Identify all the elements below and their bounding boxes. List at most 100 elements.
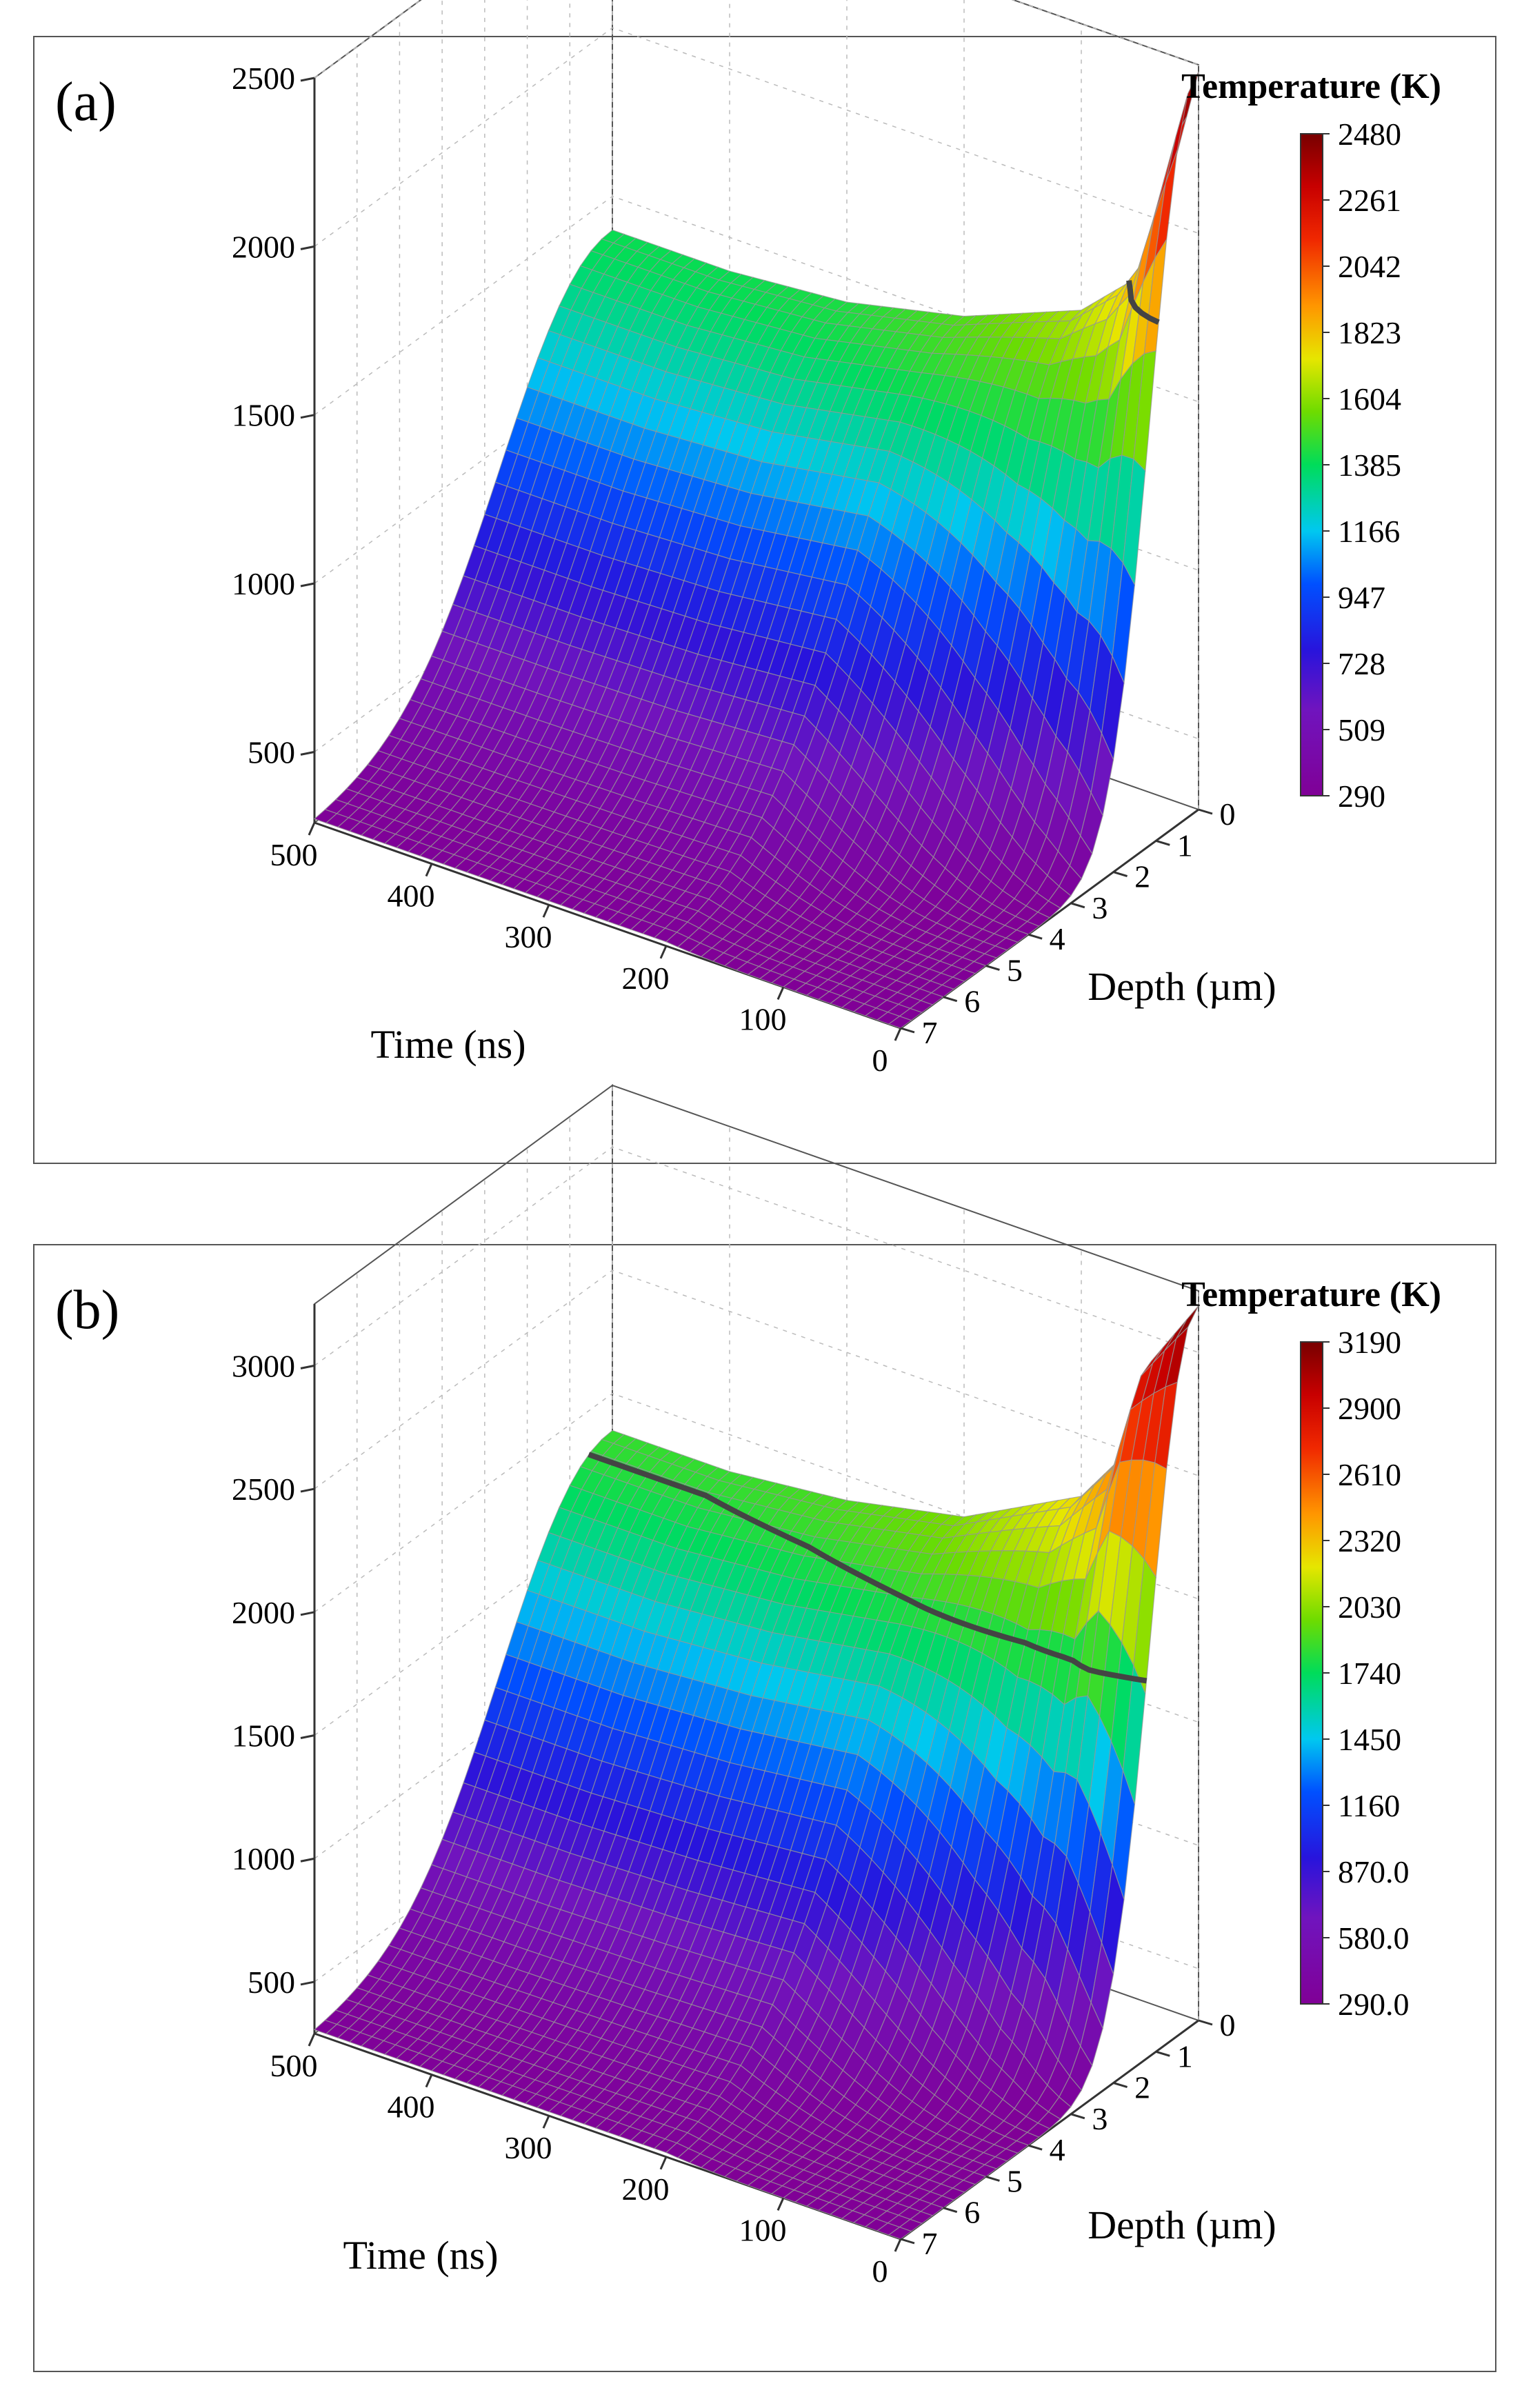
b-y-tick-label: 5 <box>1007 2163 1023 2198</box>
b-y-tick-label: 4 <box>1050 2132 1065 2167</box>
b-x-tick-label: 0 <box>872 2254 888 2289</box>
a-y-tick-label: 4 <box>1050 921 1065 956</box>
b-colorbar: Temperature (K) 3190 2900 2610 2320 2030 1740 1… <box>1181 1275 1441 2022</box>
b-colorbar-label: 1160 <box>1338 1788 1400 1823</box>
panel-a: 500 400 300 200 100 0 0 1 2 3 4 5 6 7 500 1000 1500 2000 2… <box>33 0 1496 1164</box>
panel-b: 500 400 300 200 100 0 0 1 2 3 4 5 6 7 500 1000 1500 2000 2… <box>33 1084 1496 2372</box>
b-y-tick-label: 7 <box>922 2226 938 2261</box>
b-y-tick-mark <box>1070 2113 1085 2120</box>
a-z-tick-label: 1000 <box>232 566 295 601</box>
a-z-tick-mark <box>300 414 315 419</box>
a-colorbar-label: 509 <box>1338 712 1385 748</box>
a-colorbar-title: Temperature (K) <box>1181 67 1441 106</box>
b-y-tick-label: 3 <box>1092 2101 1108 2136</box>
a-y-tick-mark <box>1155 839 1170 846</box>
a-x-tick-mark <box>894 1027 902 1041</box>
b-z-tick-label: 3000 <box>232 1348 295 1383</box>
b-y-tick-mark <box>985 2175 1000 2182</box>
b-panel-label: (b) <box>55 1280 119 1341</box>
a-colorbar-label: 2480 <box>1338 117 1401 152</box>
b-x-axis-title: Time (ns) <box>343 2233 498 2278</box>
b-z-tick-label: 500 <box>248 1965 295 2000</box>
a-x-tick-mark <box>308 822 316 836</box>
b-y-tick-mark <box>1028 2144 1043 2151</box>
b-z-tick-mark <box>300 1611 315 1616</box>
a-y-tick-mark <box>1113 871 1128 878</box>
a-surface-patch <box>1165 93 1189 183</box>
b-y-tick-mark <box>943 2207 958 2214</box>
b-colorbar-label: 2030 <box>1338 1589 1401 1625</box>
a-y-tick-label: 5 <box>1007 952 1023 987</box>
b-x-tick-mark <box>425 2074 433 2088</box>
a-y-tick-mark <box>943 996 958 1003</box>
surface-plot-a: 5004003002001000012345675001000150020002… <box>55 0 1441 1078</box>
a-y-tick-label: 7 <box>922 1015 938 1050</box>
a-z-tick-label: 1500 <box>232 398 295 433</box>
a-colorbar-label: 728 <box>1338 646 1385 681</box>
b-z-tick-label: 1000 <box>232 1841 295 1876</box>
b-z-tick-mark <box>300 1487 315 1493</box>
b-y-tick-mark <box>1113 2082 1128 2089</box>
a-colorbar-label: 1604 <box>1338 381 1401 417</box>
b-x-tick-mark <box>308 2033 316 2047</box>
a-x-axis-title: Time (ns) <box>370 1022 525 1067</box>
a-panel-label: (a) <box>55 72 117 132</box>
b-colorbar-bar <box>1300 1341 1323 2005</box>
a-z-tick-label: 500 <box>248 734 295 770</box>
b-labels: 5004003002001000012345675001000150020002… <box>55 1280 1276 2289</box>
b-colorbar-title: Temperature (K) <box>1181 1275 1441 1314</box>
a-surface <box>313 71 1199 1029</box>
a-labels: 5004003002001000012345675001000150020002… <box>55 61 1276 1078</box>
a-x-tick-label: 200 <box>622 961 670 996</box>
b-grid-z <box>314 1270 1199 1489</box>
b-x-tick-label: 200 <box>622 2171 670 2207</box>
a-melting-contour <box>1126 280 1160 325</box>
a-grid-z <box>314 0 1199 79</box>
a-y-tick-label: 0 <box>1220 796 1236 832</box>
b-x-tick-mark <box>894 2238 902 2252</box>
b-colorbar-label: 2900 <box>1338 1391 1401 1426</box>
a-colorbar-label: 2261 <box>1338 183 1401 218</box>
b-x-tick-label: 500 <box>270 2048 318 2083</box>
b-x-tick-label: 300 <box>505 2130 552 2165</box>
b-y-axis-title: Depth (µm) <box>1088 2203 1276 2247</box>
a-y-tick-label: 3 <box>1092 890 1108 925</box>
b-surface <box>313 1305 1199 2240</box>
a-colorbar-label: 290 <box>1338 779 1385 814</box>
b-grid-z <box>314 1146 1199 1366</box>
b-y-tick-label: 1 <box>1177 2038 1193 2074</box>
a-colorbar-bar <box>1300 133 1323 796</box>
b-colorbar-label: 290.0 <box>1338 1987 1410 2022</box>
a-colorbar-label: 1385 <box>1338 448 1401 483</box>
a-z-tick-mark <box>300 750 315 756</box>
b-z-tick-mark <box>300 1364 315 1369</box>
b-y-tick-label: 2 <box>1134 2070 1150 2105</box>
b-y-tick-mark <box>1198 2019 1213 2026</box>
a-x-tick-label: 300 <box>505 919 552 954</box>
a-y-tick-mark <box>1070 902 1085 909</box>
a-colorbar-label: 1823 <box>1338 315 1401 350</box>
a-y-tick-label: 1 <box>1177 827 1193 863</box>
b-x-tick-mark <box>542 2115 550 2129</box>
b-colorbar-label: 580.0 <box>1338 1920 1410 1956</box>
a-x-tick-label: 0 <box>872 1043 888 1078</box>
b-colorbar-label: 870.0 <box>1338 1854 1410 1889</box>
b-y-tick-mark <box>1155 2050 1170 2057</box>
b-colorbar-label: 2610 <box>1338 1457 1401 1492</box>
a-x-tick-label: 400 <box>388 879 435 914</box>
a-z-tick-label: 2500 <box>232 61 295 96</box>
b-colorbar-label: 1450 <box>1338 1722 1401 1757</box>
a-y-tick-label: 2 <box>1134 859 1150 894</box>
a-z-tick-mark <box>300 245 315 250</box>
a-colorbar-label: 1166 <box>1338 514 1400 549</box>
a-z-tick-mark <box>300 582 315 588</box>
b-z-tick-label: 2500 <box>232 1472 295 1507</box>
b-colorbar-label: 2320 <box>1338 1523 1401 1558</box>
a-x-tick-mark <box>659 945 668 959</box>
b-z-tick-label: 2000 <box>232 1595 295 1630</box>
surface-plot-b: 5004003002001000012345675001000150020002… <box>55 1084 1441 2289</box>
b-colorbar-label: 3190 <box>1338 1325 1401 1360</box>
b-z-tick-mark <box>300 1857 315 1863</box>
b-y-tick-mark <box>900 2238 915 2245</box>
a-x-tick-mark <box>776 986 785 1001</box>
